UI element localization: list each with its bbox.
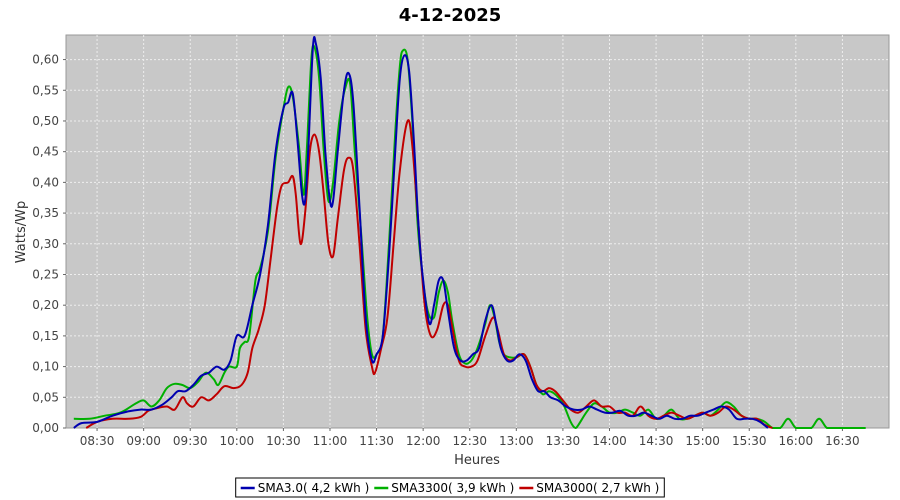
chart-title: 4-12-2025	[399, 5, 502, 26]
x-tick-label: 13:30	[546, 434, 581, 448]
x-tick-label: 13:00	[499, 434, 534, 448]
legend-label: SMA3000( 2,7 kWh )	[536, 481, 659, 495]
x-tick-label: 15:30	[732, 434, 767, 448]
legend-label: SMA3.0( 4,2 kWh )	[258, 481, 370, 495]
y-tick-label: 0,00	[32, 421, 59, 435]
legend-label: SMA3300( 3,9 kWh )	[391, 481, 514, 495]
x-tick-label: 10:30	[266, 434, 301, 448]
y-tick-label: 0,60	[32, 53, 59, 67]
y-tick-label: 0,35	[32, 206, 59, 220]
y-tick-label: 0,25	[32, 267, 59, 281]
x-tick-label: 14:00	[592, 434, 627, 448]
x-axis: 08:30 09:00 09:30 10:00 10:30 11:00 11:30 12:00…	[80, 428, 860, 448]
x-axis-label: Heures	[454, 453, 500, 468]
y-tick-label: 0,50	[32, 114, 59, 128]
y-tick-label: 0,30	[32, 237, 59, 251]
y-axis-label: Watts/Wp	[14, 201, 29, 263]
y-tick-label: 0,45	[32, 145, 59, 159]
legend-box	[235, 477, 665, 498]
y-tick-label: 0,40	[32, 175, 59, 189]
x-tick-label: 12:30	[452, 434, 487, 448]
y-tick-label: 0,05	[32, 390, 59, 404]
x-tick-label: 12:00	[406, 434, 441, 448]
x-tick-label: 14:30	[639, 434, 674, 448]
grid	[66, 35, 889, 428]
x-tick-label: 15:00	[685, 434, 720, 448]
series-group	[73, 36, 866, 429]
x-tick-label: 09:30	[173, 434, 208, 448]
x-tick-label: 09:00	[126, 434, 161, 448]
x-tick-label: 16:00	[779, 434, 814, 448]
y-tick-label: 0,15	[32, 329, 59, 343]
y-tick-label: 0,55	[32, 83, 59, 97]
y-tick-label: 0,20	[32, 298, 59, 312]
y-axis: 0,00 0,05 0,10 0,15 0,20 0,25 0,30 0,35 0,40 0,45…	[32, 53, 66, 435]
y-tick-label: 0,10	[32, 360, 59, 374]
x-tick-label: 11:00	[313, 434, 348, 448]
x-tick-label: 08:30	[80, 434, 115, 448]
x-tick-label: 16:30	[825, 434, 860, 448]
series-line-sma3-0	[73, 36, 769, 429]
legend: SMA3.0( 4,2 kWh ) SMA3300( 3,9 kWh ) SMA30…	[235, 477, 665, 498]
x-tick-label: 10:00	[220, 434, 255, 448]
plot-area	[65, 34, 890, 429]
x-tick-label: 11:30	[359, 434, 394, 448]
